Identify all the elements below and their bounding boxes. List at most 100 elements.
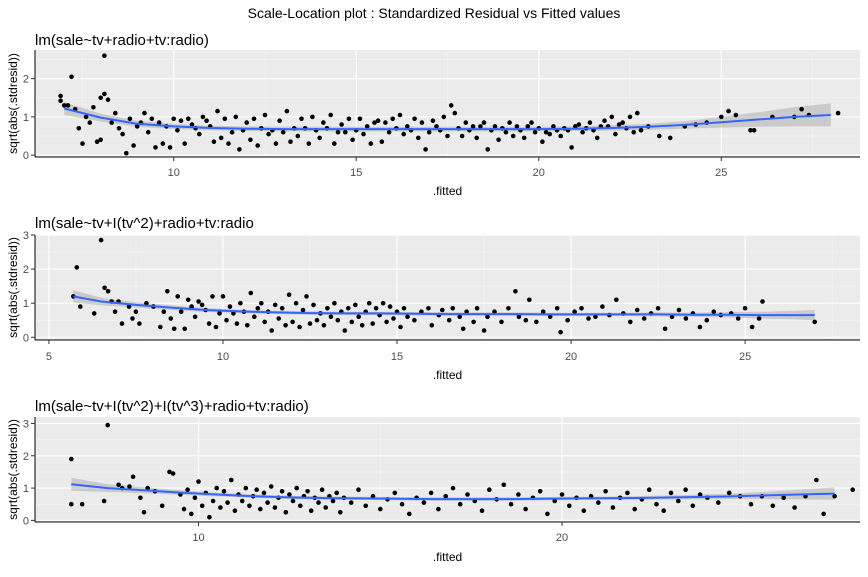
data-point bbox=[485, 147, 491, 152]
data-point bbox=[328, 112, 334, 118]
data-point bbox=[378, 506, 383, 512]
panel-background bbox=[35, 417, 860, 522]
data-point bbox=[254, 487, 259, 493]
data-point bbox=[368, 141, 374, 146]
data-point bbox=[391, 316, 396, 321]
y-tick-label: 0 bbox=[23, 515, 29, 527]
data-point bbox=[602, 118, 607, 123]
data-point bbox=[478, 124, 483, 129]
x-tick-label: 15 bbox=[350, 167, 362, 179]
data-point bbox=[532, 129, 538, 135]
y-tick-label: 1 bbox=[23, 298, 29, 310]
data-point bbox=[234, 321, 240, 326]
data-point bbox=[429, 323, 435, 328]
data-point bbox=[450, 306, 456, 311]
data-point bbox=[138, 495, 143, 501]
data-point bbox=[496, 137, 501, 143]
data-point bbox=[534, 319, 539, 325]
data-point bbox=[141, 510, 147, 515]
data-point bbox=[94, 139, 100, 144]
data-point bbox=[217, 311, 222, 316]
data-point bbox=[348, 500, 354, 505]
data-point bbox=[586, 316, 591, 321]
data-point bbox=[186, 116, 191, 122]
data-point bbox=[65, 103, 71, 108]
data-point bbox=[609, 114, 615, 120]
data-point bbox=[116, 126, 122, 131]
data-point bbox=[416, 135, 421, 141]
data-point bbox=[221, 489, 227, 494]
data-point bbox=[311, 302, 316, 308]
data-point bbox=[165, 289, 170, 294]
data-point bbox=[668, 490, 674, 496]
data-point bbox=[105, 97, 111, 102]
data-point bbox=[181, 506, 187, 512]
data-point bbox=[192, 495, 198, 501]
data-point bbox=[614, 297, 619, 303]
data-point bbox=[308, 508, 314, 513]
data-point bbox=[537, 489, 543, 494]
data-point bbox=[625, 490, 630, 496]
data-point bbox=[335, 129, 341, 135]
data-point bbox=[102, 53, 107, 58]
data-point bbox=[170, 471, 176, 476]
data-point bbox=[305, 489, 310, 494]
data-point bbox=[255, 306, 261, 311]
data-point bbox=[426, 306, 431, 311]
data-point bbox=[215, 108, 220, 114]
data-point bbox=[748, 128, 753, 133]
data-point bbox=[69, 74, 74, 80]
data-point bbox=[835, 110, 841, 116]
data-point bbox=[279, 489, 285, 494]
data-point bbox=[631, 129, 636, 135]
data-point bbox=[697, 324, 703, 330]
data-point bbox=[426, 129, 432, 135]
data-point bbox=[799, 106, 804, 112]
panel-model-3: 10 20 0 1 2 3 lm(sale~tv+I(tv^2)+I(tv^3)+radio… bbox=[6, 398, 860, 564]
data-point bbox=[697, 492, 703, 497]
data-point bbox=[307, 321, 313, 326]
x-tick-label: 10 bbox=[217, 351, 229, 363]
data-point bbox=[330, 498, 336, 504]
data-point bbox=[321, 120, 326, 125]
data-point bbox=[419, 309, 424, 315]
data-point bbox=[290, 319, 295, 325]
data-point bbox=[182, 141, 187, 146]
data-point bbox=[116, 482, 121, 488]
data-point bbox=[580, 129, 585, 135]
data-point bbox=[457, 314, 463, 320]
data-point bbox=[87, 120, 93, 125]
data-point bbox=[735, 316, 741, 321]
data-point bbox=[334, 490, 340, 496]
data-point bbox=[821, 511, 826, 517]
data-point bbox=[610, 505, 616, 510]
data-point bbox=[214, 485, 219, 491]
data-point bbox=[269, 328, 275, 333]
data-point bbox=[508, 501, 514, 507]
data-point bbox=[547, 131, 552, 137]
y-tick-label: 2 bbox=[23, 451, 29, 463]
data-point bbox=[279, 306, 285, 311]
confidence-band bbox=[71, 477, 835, 501]
data-point bbox=[448, 103, 454, 108]
data-point bbox=[78, 304, 83, 309]
smooth-line bbox=[73, 295, 815, 317]
data-point bbox=[262, 319, 268, 325]
data-point bbox=[109, 120, 114, 125]
data-point bbox=[401, 306, 407, 311]
data-point bbox=[514, 124, 520, 129]
data-point bbox=[332, 141, 337, 146]
data-point bbox=[379, 139, 385, 144]
data-point bbox=[189, 122, 195, 127]
data-point bbox=[153, 145, 158, 150]
panel-title: lm(sale~tv+I(tv^2)+I(tv^3)+radio+tv:radi… bbox=[35, 398, 309, 415]
data-point bbox=[349, 319, 355, 325]
smooth-line bbox=[71, 483, 835, 501]
data-point bbox=[207, 514, 212, 520]
panel-title: lm(sale~tv+I(tv^2)+radio+tv:radio bbox=[35, 215, 254, 232]
data-point bbox=[251, 116, 257, 122]
data-point bbox=[573, 124, 578, 129]
x-tick-label: 20 bbox=[565, 351, 577, 363]
data-point bbox=[463, 120, 469, 125]
data-point bbox=[529, 120, 534, 125]
